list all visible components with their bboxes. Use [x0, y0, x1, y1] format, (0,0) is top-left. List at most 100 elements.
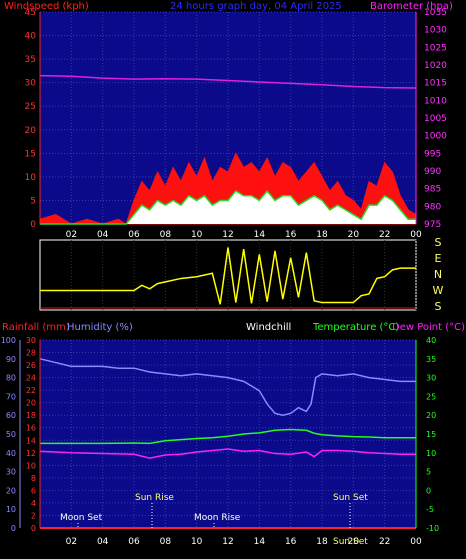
compass-label: W [433, 284, 444, 297]
baro-y-tick-label: 980 [424, 202, 441, 212]
rain-y-tick-label: 30 [26, 336, 36, 345]
humidity-y-tick-label: 80 [6, 374, 16, 383]
wind-y-tick-label: 0 [30, 220, 36, 230]
temp-y-tick-label: 15 [426, 430, 436, 439]
humidity-y-tick-label: 90 [6, 355, 16, 364]
temp-x-tick-label: 08 [160, 537, 172, 547]
humidity-y-tick-label: 50 [6, 430, 16, 439]
rain-y-tick-label: 26 [26, 361, 36, 370]
humidity-y-tick-label: 10 [6, 505, 16, 514]
date-title: 24 hours graph day, 04 April 2025 [170, 1, 342, 12]
wind-x-tick-label: 12 [222, 230, 233, 240]
temp-y-tick-label: -10 [426, 524, 439, 533]
rain-y-tick-label: 0 [31, 524, 36, 533]
rain-y-tick-label: 2 [31, 511, 36, 520]
rain-y-tick-label: 16 [26, 424, 36, 433]
humidity-y-tick-label: 100 [1, 336, 16, 345]
baro-y-tick-label: 975 [424, 220, 441, 230]
humidity-y-tick-label: 20 [6, 486, 16, 495]
baro-y-tick-label: 1015 [424, 79, 447, 89]
temp-y-tick-label: 5 [426, 468, 431, 477]
sun-set-label: Sun Set [333, 493, 368, 503]
compass-label: S [435, 236, 442, 249]
temp-x-tick-label: 06 [128, 537, 140, 547]
temp-y-tick-label: 25 [426, 392, 436, 401]
temperature-line [40, 428, 416, 445]
baro-y-tick-label: 985 [424, 185, 441, 195]
sun-rise-label: Sun Rise [135, 493, 174, 503]
wind-x-tick-label: 18 [316, 230, 328, 240]
wind-y-tick-label: 10 [25, 173, 37, 183]
wind-y-tick-label: 20 [25, 126, 37, 136]
temp-y-tick-label: 35 [426, 355, 436, 364]
rain-y-tick-label: 6 [31, 486, 36, 495]
temp-x-tick-label: 16 [285, 537, 297, 547]
rain-y-tick-label: 22 [26, 386, 36, 395]
temp-x-tick-label: 10 [191, 537, 203, 547]
wind-y-tick-label: 35 [25, 55, 36, 65]
temp-x-tick-label: 20 [348, 537, 360, 547]
rain-y-tick-label: 4 [31, 499, 36, 508]
baro-y-tick-label: 1020 [424, 61, 447, 71]
temp-x-tick-label: 18 [316, 537, 328, 547]
wind-x-tick-label: 06 [128, 230, 140, 240]
wind-average-line [40, 189, 416, 225]
baro-y-tick-label: 995 [424, 149, 441, 159]
temperature-label: Temperature (°C) [312, 322, 399, 333]
baro-y-tick-label: 1035 [424, 8, 447, 18]
temp-x-tick-label: 14 [254, 537, 266, 547]
wind-title: Windspeed (kph) [4, 1, 89, 12]
wind-y-tick-label: 30 [25, 79, 37, 89]
rain-y-tick-label: 12 [26, 449, 36, 458]
wind-x-tick-label: 16 [285, 230, 297, 240]
wind-x-tick-label: 04 [97, 230, 109, 240]
rain-y-tick-label: 20 [26, 399, 36, 408]
wind-x-tick-label: 00 [410, 230, 422, 240]
baro-y-tick-label: 990 [424, 167, 441, 177]
temp-y-tick-label: 20 [426, 411, 436, 420]
compass-label: E [435, 252, 442, 265]
temp-x-tick-label: 00 [410, 537, 422, 547]
temp-y-tick-label: 10 [426, 449, 436, 458]
temp-y-tick-label: 0 [426, 486, 431, 495]
dewpoint-line [39, 448, 416, 459]
humidity-y-tick-label: 30 [6, 468, 16, 477]
baro-y-tick-label: 1000 [424, 132, 447, 142]
moon-rise-label: Moon Rise [194, 513, 241, 523]
rain-y-tick-label: 24 [26, 374, 36, 383]
barometer-line [39, 74, 417, 89]
wind-x-tick-label: 14 [254, 230, 266, 240]
wind-y-tick-label: 5 [30, 196, 36, 206]
rain-y-tick-label: 18 [26, 411, 36, 420]
wind-x-tick-label: 02 [66, 230, 77, 240]
wind-x-tick-label: 22 [379, 230, 390, 240]
baro-y-tick-label: 1005 [424, 114, 447, 124]
humidity-label: Humidity (%) [67, 322, 133, 333]
rainfall-label: Rainfall (mm) [2, 322, 70, 333]
temp-y-tick-label: 40 [426, 336, 436, 345]
wind-y-tick-label: 15 [25, 149, 36, 159]
sun-set-bottom-label: Sun Set [333, 537, 368, 547]
wind-y-tick-label: 25 [25, 102, 36, 112]
humidity-y-tick-label: 40 [6, 449, 16, 458]
wind-x-tick-label: 20 [348, 230, 360, 240]
baro-y-tick-label: 1025 [424, 43, 447, 53]
wind-y-tick-label: 40 [25, 32, 37, 42]
temp-x-tick-label: 04 [97, 537, 109, 547]
humidity-y-tick-label: 70 [6, 392, 16, 401]
rain-y-tick-label: 14 [26, 436, 36, 445]
compass-label: S [435, 300, 442, 313]
moon-set-label: Moon Set [60, 513, 103, 523]
temp-x-tick-label: 12 [222, 537, 233, 547]
temp-x-tick-label: 02 [66, 537, 77, 547]
baro-y-tick-label: 1010 [424, 96, 447, 106]
dewpoint-label: Dew Point (°C) [392, 322, 465, 333]
humidity-line [39, 358, 416, 416]
baro-title: Barometer (hpa) [370, 1, 453, 12]
humidity-y-tick-label: 60 [6, 411, 16, 420]
windchill-label: Windchill [246, 322, 291, 333]
wind-average-area [40, 191, 416, 224]
wind-y-tick-label: 45 [25, 8, 36, 18]
